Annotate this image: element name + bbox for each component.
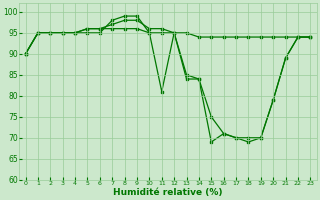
X-axis label: Humidité relative (%): Humidité relative (%) bbox=[113, 188, 223, 197]
